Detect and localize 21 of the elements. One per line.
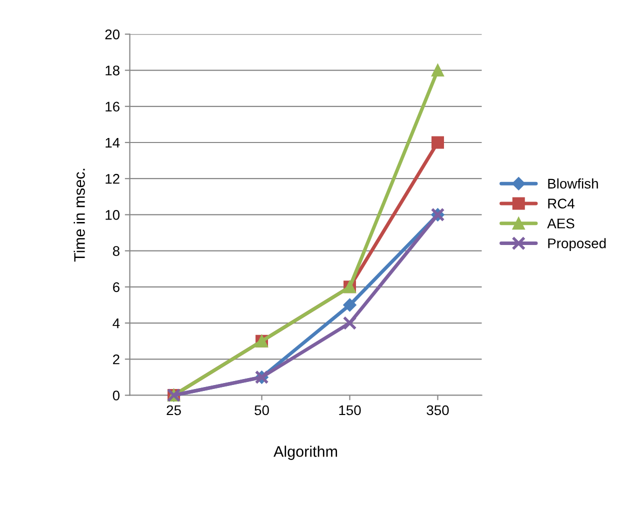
legend-label: AES bbox=[547, 218, 574, 228]
x-tick-label: 150 bbox=[339, 405, 361, 416]
y-tick-label: 10 bbox=[106, 210, 120, 220]
y-tick-label: 12 bbox=[106, 174, 120, 184]
y-tick-label: 8 bbox=[112, 246, 120, 256]
x-tick-label: 25 bbox=[166, 405, 181, 416]
y-tick-label: 20 bbox=[105, 30, 120, 40]
legend-label: RC4 bbox=[548, 198, 574, 208]
y-tick-label: 16 bbox=[106, 102, 120, 112]
y-axis-title: Time in msec. bbox=[74, 168, 85, 262]
legend-label: Blowfish bbox=[548, 178, 598, 189]
y-tick-label: 0 bbox=[112, 390, 120, 400]
legend-label: Proposed bbox=[548, 238, 606, 252]
y-tick-label: 6 bbox=[113, 282, 120, 292]
y-tick-label: 2 bbox=[113, 354, 120, 364]
x-axis-title: Algorithm bbox=[274, 446, 338, 460]
y-tick-label: 14 bbox=[106, 138, 120, 148]
y-tick-label: 18 bbox=[106, 66, 120, 76]
y-tick-label: 4 bbox=[112, 318, 120, 328]
x-tick-label: 350 bbox=[426, 405, 449, 416]
x-tick-label: 50 bbox=[254, 405, 269, 416]
